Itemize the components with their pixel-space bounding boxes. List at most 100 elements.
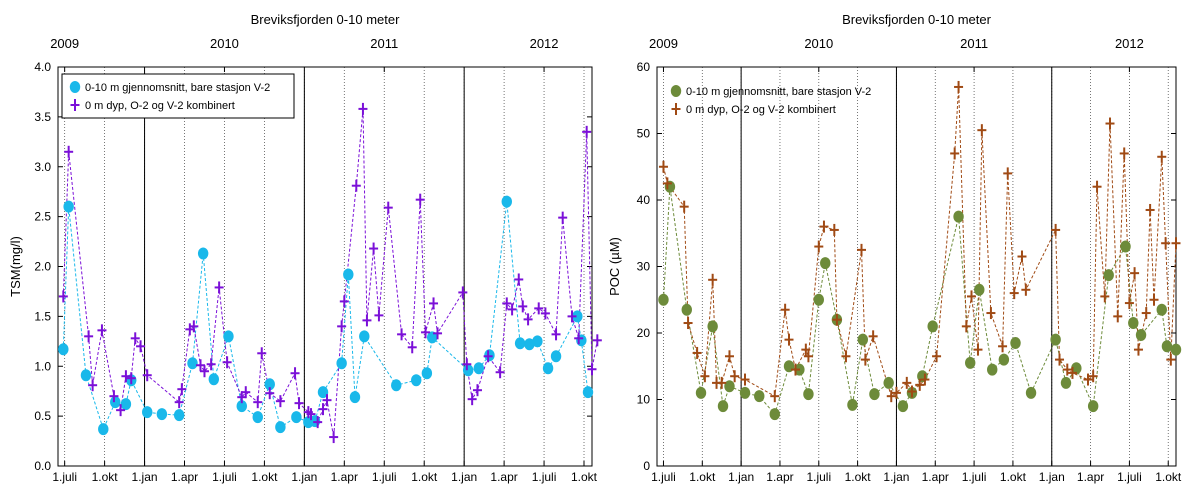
data-point-circle [264,378,275,391]
data-point-plus [257,347,267,360]
data-point-circle [291,411,302,424]
data-point-plus [64,145,74,158]
data-point-circle [754,390,765,403]
data-point-circle [695,386,707,399]
data-point-plus [907,385,917,398]
data-point-plus [567,310,577,323]
data-point-plus [832,313,842,326]
y-tick-label: 2.0 [34,260,51,274]
top-year-label: 2009 [50,36,79,51]
data-point-plus [472,384,482,397]
data-point-circle [953,210,964,223]
data-point-plus [433,327,443,340]
top-year-label: 2010 [804,36,833,51]
data-point-plus [592,334,602,347]
data-point-circle [974,283,985,296]
data-point-circle [987,363,998,376]
y-tick-label: 1.0 [34,359,51,373]
data-point-plus [1062,363,1072,376]
data-point-plus [574,332,584,345]
data-point-circle [739,386,751,399]
y-tick-label: 3.5 [34,110,51,124]
data-point-plus [415,193,425,206]
x-tick-label: 1.jan [132,470,158,484]
data-point-plus [318,403,328,416]
x-tick-label: 1.okt [689,470,716,484]
data-point-circle [813,293,824,306]
data-point-plus [724,350,734,363]
data-point-plus [1017,250,1027,263]
data-point-circle [275,421,286,434]
x-tick-label: 1.juli [1117,470,1142,484]
data-point-plus [483,350,493,363]
data-point-circle [572,310,583,323]
data-point-plus [860,353,870,366]
data-point-plus [206,358,216,371]
top-year-label: 2010 [210,36,239,51]
y-tick-label: 40 [637,193,651,207]
x-tick-label: 1.juli [372,470,397,484]
legend-marker-circle [670,85,682,97]
x-tick-label: 1.okt [1155,470,1182,484]
data-point-circle [724,380,735,393]
data-point-plus [462,358,472,371]
data-point-circle [1071,362,1082,375]
legend: 0-10 m gjennomsnitt, bare stasjon V-2 0 m… [61,73,295,119]
x-tick-label: 1.apr [1077,470,1104,484]
data-point-plus [1157,150,1167,163]
data-point-plus [421,326,431,339]
y-tick-label: 4.0 [34,60,51,74]
data-point-plus [121,370,131,383]
data-point-plus [1003,167,1013,180]
data-point-circle [173,409,185,422]
data-point-plus [214,281,224,294]
data-point-circle [120,398,132,411]
x-tick-label: 1.apr [922,470,949,484]
data-point-circle [208,373,220,386]
data-point-circle [501,195,512,208]
legend-label: 0 m dyp, O-2 og V-2 kombinert [85,100,235,112]
y-tick-label: 1.5 [34,309,51,323]
data-point-plus [1133,343,1143,356]
y-tick-label: 20 [637,326,651,340]
data-point-plus [1166,353,1176,366]
data-point-plus [950,147,960,160]
y-tick-label: 0.5 [34,409,51,423]
data-point-plus [803,350,813,363]
data-point-plus [998,340,1008,353]
data-point-plus [253,396,263,409]
data-point-circle [98,423,109,436]
data-point-plus [692,346,702,359]
data-point-circle [1120,240,1131,253]
y-tick-label: 0 [643,459,650,473]
data-point-plus [932,350,942,363]
top-year-label: 2011 [960,36,988,51]
data-point-plus [717,376,727,389]
y-tick-label: 3.0 [34,160,51,174]
x-tick-label: 1.apr [490,470,517,484]
data-point-plus [174,396,184,409]
data-point-circle [63,200,74,213]
plot-frame [57,66,593,467]
data-point-plus [130,332,140,345]
data-point-circle [197,247,209,260]
data-point-plus [467,393,477,406]
data-point-plus [1055,353,1065,366]
data-point-circle [707,320,718,333]
data-point-plus [136,340,146,353]
data-point-circle [1103,269,1114,282]
data-point-plus [1124,297,1134,310]
data-point-plus [683,317,693,330]
series-line-1 [663,86,1177,397]
data-point-circle [462,364,474,377]
x-tick-label: 1.jan [451,470,477,484]
data-point-circle [391,379,402,392]
data-point-plus [383,201,393,214]
data-point-plus [961,320,971,333]
data-point-plus [177,383,187,396]
data-point-plus [88,379,98,392]
data-point-plus [241,386,251,399]
data-point-circle [236,400,247,413]
data-point-plus [886,390,896,403]
